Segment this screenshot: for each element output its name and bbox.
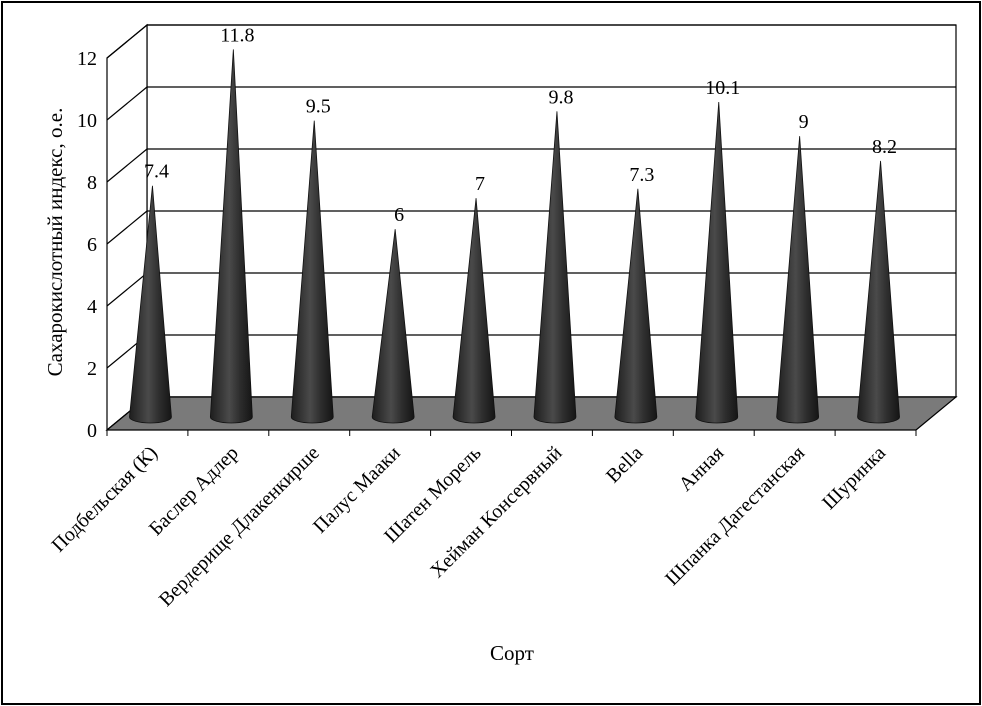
value-label: 7: [475, 173, 485, 195]
y-tick-label: 2: [87, 358, 97, 380]
x-tick-label: Bella: [602, 442, 647, 487]
value-label: 10.1: [705, 77, 740, 99]
gridline-side: [106, 24, 148, 59]
value-label: 7.4: [144, 161, 169, 183]
y-tick-label: 4: [87, 296, 97, 318]
cone-bar: [614, 188, 658, 424]
value-label: 9: [799, 111, 809, 133]
x-tick-label: Шуринка: [818, 442, 890, 514]
cone-bar: [776, 136, 820, 424]
cone-bar: [209, 49, 253, 424]
gridline-side: [106, 86, 148, 121]
x-tick-label: Подбельская (К): [47, 442, 162, 557]
value-label: 9.8: [548, 86, 573, 108]
cone-bar: [371, 229, 415, 424]
gridline-side: [106, 210, 148, 245]
y-tick-label: 12: [77, 48, 97, 70]
y-axis-label: Сахарокислотный индекс, о.е.: [43, 108, 67, 377]
value-label: 6: [394, 204, 404, 226]
x-axis-label: Сорт: [490, 641, 534, 665]
cone-bar: [452, 198, 496, 424]
x-tick-label: Вердерище Длакенкирше: [155, 442, 324, 611]
cone-bar: [857, 160, 900, 424]
value-label: 7.3: [629, 164, 654, 186]
y-tick-label: 10: [77, 110, 97, 132]
value-label: 8.2: [872, 136, 897, 158]
cone-bar: [290, 120, 334, 424]
cone-bar: [695, 102, 739, 424]
y-tick-label: 0: [87, 420, 97, 442]
cone-bar: [129, 185, 172, 424]
y-tick-label: 6: [87, 234, 97, 256]
cone-bar: [533, 111, 577, 424]
gridline-side: [106, 148, 148, 183]
gridline-side: [106, 272, 148, 307]
x-tick-label: Анная: [675, 442, 729, 496]
value-label: 9.5: [306, 96, 331, 118]
x-tick-label: Хейман Консервный: [426, 442, 567, 583]
x-tick-label: Шпанка Дагестанская: [661, 442, 809, 590]
value-label: 11.8: [220, 24, 254, 46]
y-tick-label: 8: [87, 172, 97, 194]
